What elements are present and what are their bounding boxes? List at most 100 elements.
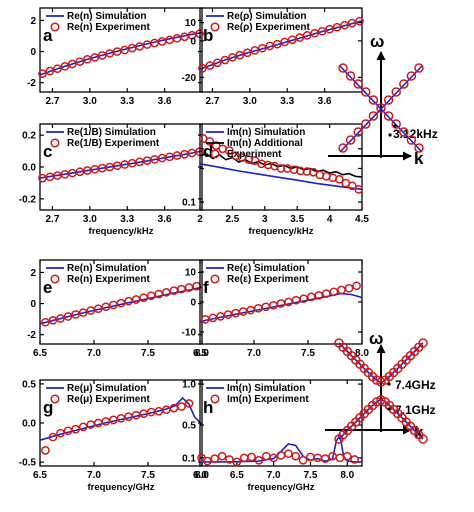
dispersion-point xyxy=(391,119,401,129)
x-tick-label: 6.5 xyxy=(193,348,207,359)
data-point xyxy=(53,64,62,74)
legend-entry: Re(1/B) Experiment xyxy=(67,138,160,149)
x-tick-label: 2.7 xyxy=(46,96,60,107)
data-point xyxy=(198,63,207,73)
x-tick-label: 7.5 xyxy=(141,470,155,481)
legend-marker-swatch xyxy=(50,138,60,148)
x-axis-label: frequency/kHz xyxy=(249,226,314,237)
data-point xyxy=(184,399,194,408)
data-point xyxy=(239,453,249,463)
y-tick-label: 0 xyxy=(190,298,196,309)
data-point xyxy=(335,453,345,463)
x-tick-label: 6.0 xyxy=(193,470,207,481)
legend-entry: Im(n) Simulation xyxy=(227,383,305,394)
series-line-1 xyxy=(199,153,363,178)
data-point xyxy=(337,285,346,295)
data-point xyxy=(272,39,282,49)
marker-dot xyxy=(388,133,392,137)
data-point xyxy=(253,303,263,313)
data-point xyxy=(205,136,215,146)
panel-label-c: c xyxy=(43,142,52,161)
x-axis-label: frequency/kHz xyxy=(89,226,154,237)
data-point xyxy=(247,452,256,462)
data-point xyxy=(284,449,293,459)
panel-label-a: a xyxy=(43,26,53,45)
panel-label-h: h xyxy=(203,398,213,417)
legend-entry: Re(1/B) Simulation xyxy=(67,127,156,138)
data-point xyxy=(354,185,364,194)
marker-dot xyxy=(393,124,397,128)
dispersion-point xyxy=(391,87,401,97)
x-tick-label: 2 xyxy=(197,214,203,225)
x-tick-label: 3.6 xyxy=(318,96,332,107)
dispersion-point xyxy=(353,127,363,137)
data-point xyxy=(78,308,88,317)
marker-dot xyxy=(387,382,391,386)
data-point xyxy=(41,446,50,455)
y-tick-label: -2 xyxy=(27,330,36,341)
dispersion-point xyxy=(361,119,371,129)
data-point xyxy=(320,454,330,463)
plot-frame xyxy=(39,7,203,93)
data-point xyxy=(352,281,361,291)
x-tick-label: 3.0 xyxy=(83,96,97,107)
legend-entry: Re(ρ) Experiment xyxy=(227,22,311,33)
data-point xyxy=(261,302,271,312)
data-point xyxy=(124,296,133,306)
x-tick-label: 7.5 xyxy=(304,470,318,481)
y-tick-label: 0.5 xyxy=(22,379,36,390)
dispersion-point xyxy=(418,434,428,444)
data-point xyxy=(250,46,260,55)
x-tick-label: 3.0 xyxy=(243,96,257,107)
frequency-label-3-12khz: 3.12kHz xyxy=(393,127,438,141)
data-point xyxy=(347,18,357,28)
data-point xyxy=(75,57,85,67)
y-tick-label: 10 xyxy=(185,268,197,279)
data-point xyxy=(78,422,88,432)
legend-entry: Im(n) Additional xyxy=(227,138,303,149)
data-point xyxy=(177,402,186,411)
legend-entry: Re(ε) Simulation xyxy=(227,263,305,274)
data-point xyxy=(254,455,264,465)
data-point xyxy=(325,24,334,34)
y-tick-label: 2 xyxy=(30,16,36,27)
legend-entry: Re(ρ) Simulation xyxy=(227,11,307,22)
x-tick-label: 6.5 xyxy=(230,470,244,481)
series-line-0 xyxy=(199,163,363,191)
data-point xyxy=(93,304,103,314)
omega-symbol: ω xyxy=(370,32,384,51)
legend-entry: Experiment xyxy=(227,149,282,160)
dispersion-point xyxy=(383,111,394,121)
chart-panel-f: 6.5 7.0 7.5 8.0 -10 0 10 f Re(ε) SimulationRe(ε)… xyxy=(182,259,369,359)
data-point xyxy=(90,53,100,62)
data-point xyxy=(295,33,305,42)
y-tick-label: -20 xyxy=(182,73,197,84)
y-tick-label: 0.1 xyxy=(182,453,196,464)
data-point xyxy=(45,66,55,76)
panel-label-b: b xyxy=(203,26,213,45)
dispersion-point xyxy=(418,338,428,348)
legend-marker-swatch xyxy=(210,394,220,404)
plot-frame xyxy=(199,7,363,93)
x-tick-label: 6.5 xyxy=(33,470,47,481)
panel-label-g: g xyxy=(43,398,53,417)
data-point xyxy=(355,16,364,26)
dispersion-point xyxy=(368,95,379,105)
dispersion-point xyxy=(345,135,356,145)
legend-marker-swatch xyxy=(210,274,220,284)
data-point xyxy=(261,451,271,461)
data-point xyxy=(56,428,65,438)
data-point xyxy=(97,51,107,60)
y-tick-label: -2 xyxy=(27,78,36,89)
data-point xyxy=(310,28,319,38)
data-point xyxy=(232,457,242,467)
data-point xyxy=(228,52,237,62)
k-symbol: k xyxy=(414,423,424,442)
legend-marker-swatch xyxy=(50,22,60,32)
y-tick-label: -0.2 xyxy=(19,194,37,205)
series-line-0 xyxy=(200,432,362,463)
y-tick-label: 0 xyxy=(190,36,196,47)
legend-marker-swatch xyxy=(50,394,60,404)
y-tick-label: 0.2 xyxy=(22,131,36,142)
